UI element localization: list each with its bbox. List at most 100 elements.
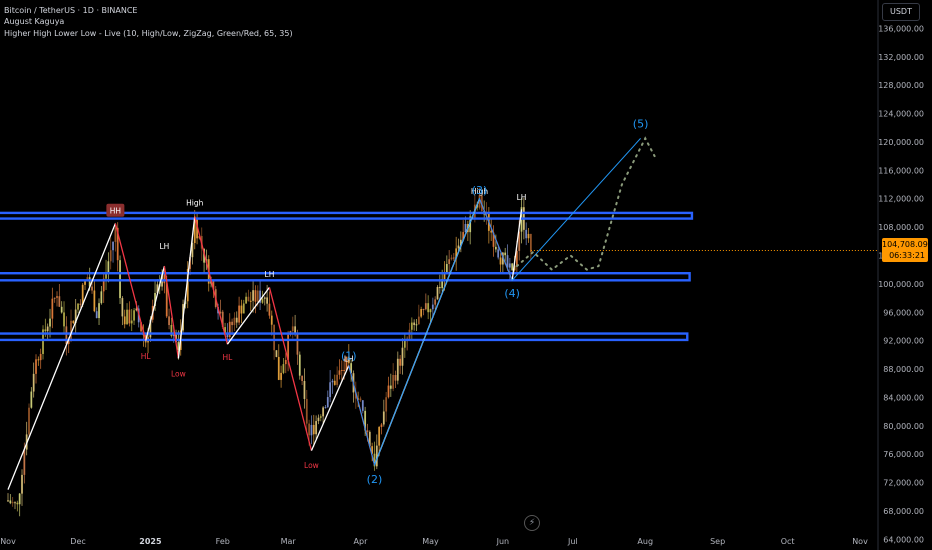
price-axis-tick: 116,000.00 [878,166,924,175]
candle-body [261,298,264,303]
candle-body [21,474,23,494]
candle-body [315,421,318,435]
candle-body [478,195,481,208]
candle-body [382,411,385,425]
candle-body [298,354,301,376]
candle-body [450,257,453,260]
candle-body [228,321,231,338]
candle-body [417,316,420,325]
candle-body [88,277,91,287]
zigzag-segment[interactable] [226,287,270,345]
candle-body [296,333,299,355]
lightning-bolt-icon[interactable]: ⚡ [524,515,540,531]
candle-body [231,321,233,326]
swing-label: (5) [633,117,649,130]
candle-body [240,305,243,314]
candle-body [119,260,121,299]
candle-body [149,319,152,338]
candle-body [32,373,35,392]
swing-label: LH [344,355,354,364]
candle-body [336,374,339,385]
candle-body [109,250,112,262]
support-resistance-zone[interactable] [0,272,691,282]
candle-body [245,296,247,304]
candle-body [14,502,16,504]
candle-body [70,320,72,340]
zigzag-segment[interactable] [163,266,180,359]
candle-body [410,322,413,330]
candle-body [165,283,168,317]
candle-body [338,370,341,375]
candle-body [326,397,329,408]
candle-body [445,264,448,274]
candle-body [361,400,364,411]
candle-body [226,333,229,338]
candle-body [494,246,497,250]
zigzag-segment[interactable] [268,287,313,451]
candle-body [490,230,493,233]
zigzag-segment[interactable] [511,209,523,281]
time-axis-tick: Aug [637,537,653,546]
zigzag-segment[interactable] [145,265,166,341]
candle-body [130,320,133,324]
candle-body [513,265,516,271]
candle-body [42,329,44,354]
candle-body [172,334,175,337]
candle-body [249,300,252,302]
price-axis-tick: 76,000.00 [883,450,924,459]
time-axis-tick: 2025 [139,537,162,546]
candle-body [380,424,383,428]
zigzag-segment[interactable] [310,365,350,451]
candle-body [378,427,381,446]
candle-body [396,358,399,381]
zigzag-segment[interactable] [177,216,196,359]
swing-label: (4) [504,287,520,300]
elliott-wave-line[interactable] [348,138,641,467]
support-resistance-zone[interactable] [0,332,689,342]
candle-body [284,359,287,365]
candle-body [469,216,472,233]
candle-body [275,350,278,357]
candle-body [308,423,311,436]
candle-body [385,397,388,412]
candle-body [331,380,334,383]
candle-body [389,385,392,389]
candle-body [135,308,138,311]
candle-body [175,334,177,343]
swing-label: LH [265,270,275,279]
currency-selector[interactable]: USDT [882,3,920,21]
candle-body [399,358,402,366]
candle-body [7,500,9,502]
support-resistance-zone[interactable] [0,211,694,220]
candle-body [529,233,532,253]
zigzag-segment[interactable] [194,216,229,345]
time-axis-tick: Nov [852,537,868,546]
zigzag-segment[interactable] [114,223,147,341]
candle-body [126,309,128,325]
candle-body [305,398,308,424]
price-axis-tick: 68,000.00 [883,507,924,516]
projected-path[interactable] [515,136,656,271]
candle-body [518,231,521,251]
time-axis-tick: Sep [710,537,725,546]
candle-body [354,392,357,399]
symbol-title[interactable]: Bitcoin / TetherUS · 1D · BINANCE [4,6,138,15]
candle-body [93,290,96,312]
candle-body [221,311,224,328]
candle-body [403,339,406,348]
indicator-legend[interactable]: Higher High Lower Low - Live (10, High/L… [4,29,293,38]
candle-body [128,309,131,324]
candle-body [16,502,19,505]
candle-body [233,317,236,326]
candle-body [168,316,170,326]
zigzag-segment[interactable] [7,223,116,490]
candle-body [79,303,82,305]
candle-body [9,500,12,504]
candle-body [30,391,33,408]
time-axis-tick: Jun [496,537,510,546]
candle-body [44,329,47,332]
candle-body [95,311,98,319]
candle-body [431,304,434,310]
